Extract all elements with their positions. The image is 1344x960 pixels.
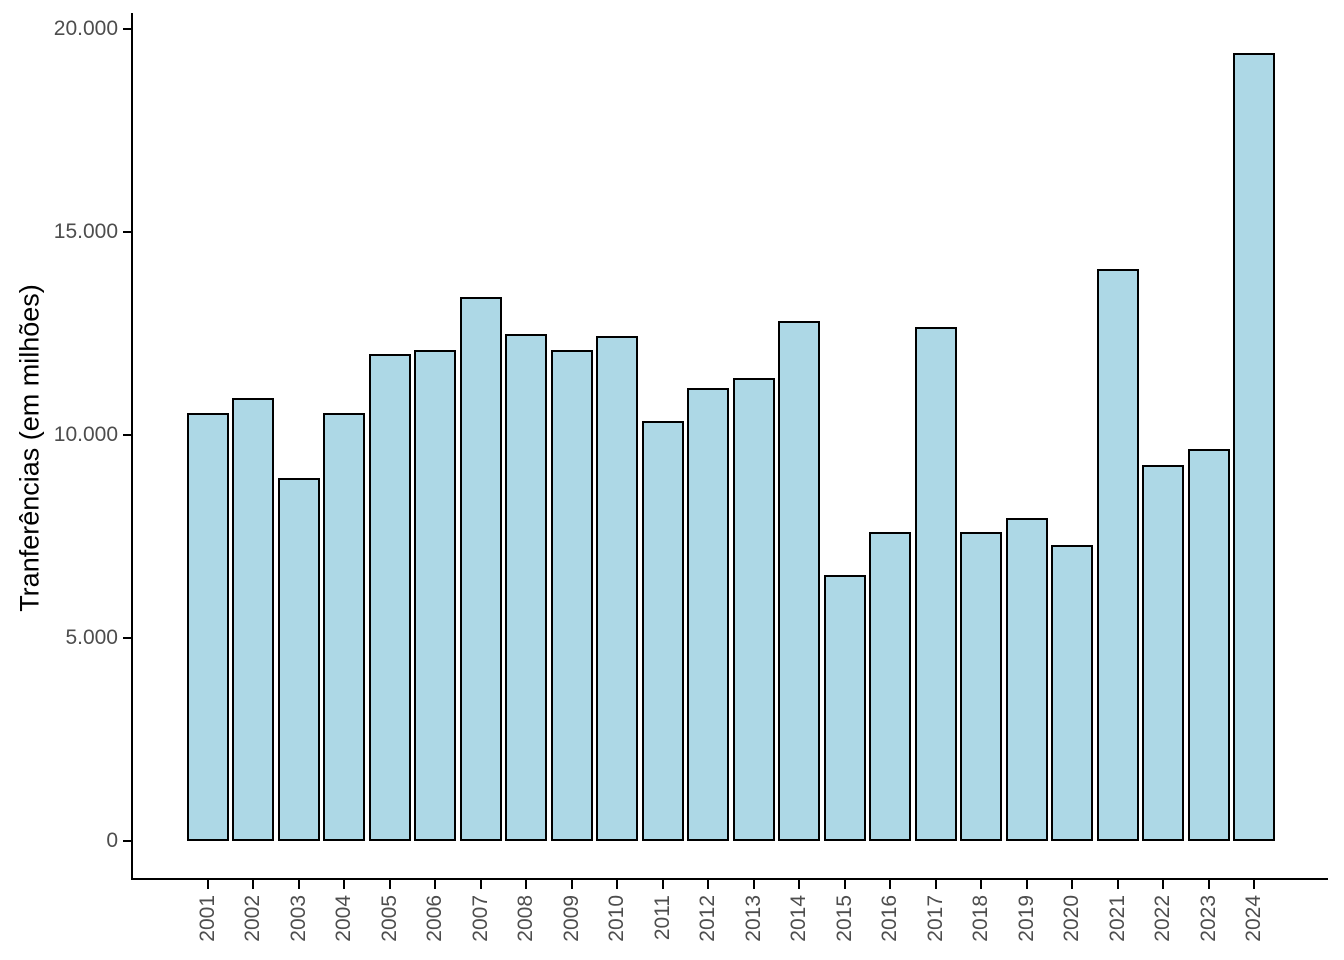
x-tick-label: 2003 xyxy=(286,895,310,942)
x-tick-label: 2023 xyxy=(1196,895,1220,942)
y-tick-mark xyxy=(123,840,131,842)
bar-2020 xyxy=(1051,544,1094,841)
x-tick-mark xyxy=(1207,880,1210,889)
x-tick-mark xyxy=(1025,880,1028,889)
bar-2012 xyxy=(687,388,730,841)
x-tick-mark xyxy=(434,880,437,889)
bar-2016 xyxy=(869,532,912,841)
bar-2010 xyxy=(596,335,639,841)
y-axis-line xyxy=(131,13,133,880)
x-tick-label: 2018 xyxy=(969,895,993,942)
bar-2019 xyxy=(1005,518,1048,841)
y-tick-label: 20.000 xyxy=(53,17,118,40)
bar-2023 xyxy=(1187,449,1230,841)
bar-2001 xyxy=(187,412,229,841)
x-tick-mark xyxy=(1253,880,1256,889)
y-tick-label: 5.000 xyxy=(65,626,118,649)
x-tick-label: 2008 xyxy=(514,895,538,942)
x-tick-label: 2001 xyxy=(196,895,219,942)
bar-2021 xyxy=(1096,268,1139,841)
x-tick-mark xyxy=(1071,880,1074,889)
x-tick-mark xyxy=(889,880,892,889)
x-tick-mark xyxy=(934,880,937,889)
x-tick-mark xyxy=(343,880,346,889)
y-tick-mark xyxy=(123,28,131,30)
x-tick-mark xyxy=(388,880,391,889)
bar-2006 xyxy=(414,349,457,841)
x-tick-label: 2006 xyxy=(423,895,447,942)
x-tick-label: 2004 xyxy=(332,895,356,942)
x-tick-label: 2010 xyxy=(605,895,629,942)
bar-2007 xyxy=(459,296,502,841)
x-tick-mark xyxy=(980,880,983,889)
x-tick-label: 2016 xyxy=(878,895,902,942)
x-tick-mark xyxy=(252,880,255,889)
y-tick-mark xyxy=(123,434,131,436)
x-tick-label: 2021 xyxy=(1105,895,1129,942)
x-tick-label: 2015 xyxy=(832,895,856,942)
bar-2014 xyxy=(778,321,821,841)
x-tick-mark xyxy=(798,880,801,889)
bar-2005 xyxy=(368,353,411,841)
x-tick-label: 2007 xyxy=(468,895,492,942)
x-tick-label: 2005 xyxy=(377,895,401,942)
x-tick-mark xyxy=(525,880,528,889)
bar-2003 xyxy=(277,477,320,841)
y-tick-mark xyxy=(123,637,131,639)
bar-2013 xyxy=(732,378,775,841)
y-tick-mark xyxy=(123,231,131,233)
x-tick-label: 2013 xyxy=(741,895,765,942)
x-tick-label: 2002 xyxy=(241,895,265,942)
x-tick-label: 2022 xyxy=(1151,895,1175,942)
x-tick-label: 2009 xyxy=(559,895,583,942)
bar-2017 xyxy=(914,327,957,841)
x-tick-label: 2024 xyxy=(1242,895,1266,942)
x-tick-label: 2011 xyxy=(650,895,674,941)
x-tick-mark xyxy=(616,880,619,889)
bar-2022 xyxy=(1142,465,1185,841)
x-tick-mark xyxy=(707,880,710,889)
bar-2008 xyxy=(505,333,548,841)
y-tick-label: 0 xyxy=(106,829,118,852)
x-tick-label: 2019 xyxy=(1014,895,1038,942)
y-axis-title: Tranferências (em milhões) xyxy=(14,284,45,612)
bar-2015 xyxy=(823,575,866,841)
bar-2011 xyxy=(641,420,684,841)
x-tick-label: 2014 xyxy=(787,895,811,942)
x-tick-mark xyxy=(1116,880,1119,889)
bar-2018 xyxy=(960,532,1003,841)
x-tick-mark xyxy=(570,880,573,889)
bar-2009 xyxy=(550,349,593,841)
bar-2024 xyxy=(1233,53,1276,841)
x-tick-label: 2012 xyxy=(696,895,720,942)
x-axis-line xyxy=(131,878,1328,880)
x-tick-mark xyxy=(752,880,755,889)
x-tick-label: 2020 xyxy=(1060,895,1084,942)
y-tick-label: 10.000 xyxy=(53,423,118,446)
x-tick-mark xyxy=(1162,880,1165,889)
bar-2002 xyxy=(232,398,275,841)
x-tick-mark xyxy=(843,880,846,889)
x-tick-mark xyxy=(207,880,209,889)
y-tick-label: 15.000 xyxy=(53,220,118,243)
x-tick-mark xyxy=(479,880,482,889)
x-tick-label: 2017 xyxy=(923,895,947,942)
x-tick-mark xyxy=(661,880,664,889)
bar-2004 xyxy=(323,412,366,841)
x-tick-mark xyxy=(297,880,300,889)
